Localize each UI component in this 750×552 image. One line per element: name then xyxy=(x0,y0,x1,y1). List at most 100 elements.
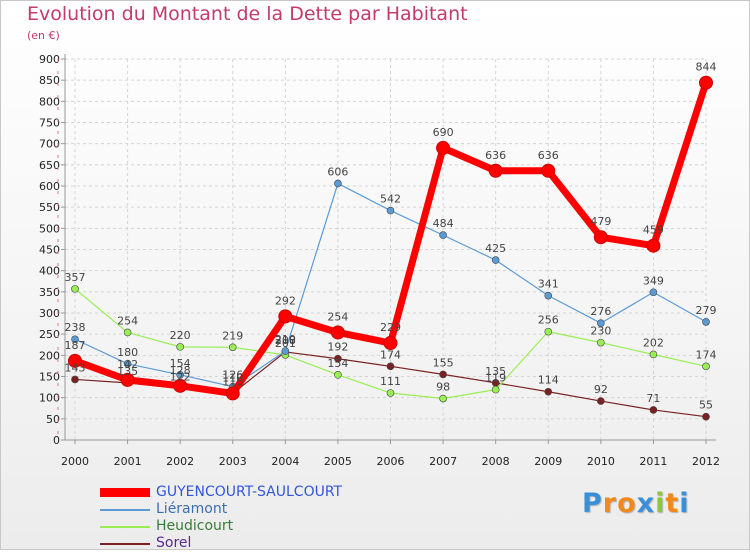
series-group xyxy=(68,75,713,421)
data-label-heudicourt-2007: 98 xyxy=(436,381,450,394)
data-label-guyencourt-saulcourt-2003: 110 xyxy=(222,371,243,384)
point-heudicourt-2001 xyxy=(123,328,132,337)
data-label-sorel-2005: 192 xyxy=(327,341,348,354)
point-guyencourt-saulcourt-2012 xyxy=(699,75,713,90)
ytick-label-300: 300 xyxy=(39,307,60,320)
data-label-sorel-2010: 92 xyxy=(594,383,608,396)
point-sorel-2010 xyxy=(597,397,605,405)
point-sorel-2011 xyxy=(649,406,658,414)
xtick-label-2004: 2004 xyxy=(271,455,299,468)
data-label-guyencourt-saulcourt-2010: 479 xyxy=(590,215,611,228)
point-guyencourt-saulcourt-2005 xyxy=(330,325,345,340)
point-sorel-2000 xyxy=(71,375,79,384)
data-label-li-ramont-2010: 276 xyxy=(590,305,611,318)
point-heudicourt-2002 xyxy=(176,343,184,351)
data-label-guyencourt-saulcourt-2006: 229 xyxy=(380,321,401,334)
data-label-heudicourt-2003: 219 xyxy=(222,329,243,342)
ytick-label-750: 750 xyxy=(39,117,60,130)
data-label-li-ramont-2000: 238 xyxy=(65,321,86,334)
logo-letter: x xyxy=(636,488,656,519)
point-guyencourt-saulcourt-2008 xyxy=(488,163,503,178)
data-label-li-ramont-2004: 210 xyxy=(275,333,296,346)
data-label-guyencourt-saulcourt-2012: 844 xyxy=(696,61,717,74)
point-heudicourt-2009 xyxy=(544,327,553,336)
data-label-sorel-2006: 174 xyxy=(380,348,401,361)
ytick-label-600: 600 xyxy=(39,180,60,193)
ytick-label-700: 700 xyxy=(39,138,60,151)
point-heudicourt-2012 xyxy=(702,362,710,371)
data-label-sorel-2004: 208 xyxy=(275,334,296,347)
data-labels: 187 142 128 110 292 254 229 690 636 636 479 459 844 2… xyxy=(65,61,717,412)
data-label-sorel-2011: 71 xyxy=(646,392,660,405)
data-label-guyencourt-saulcourt-2007: 690 xyxy=(433,126,454,139)
data-label-li-ramont-2005: 606 xyxy=(327,165,348,178)
legend-swatch-guyencourt-saulcourt xyxy=(100,488,150,497)
legend-label-heudicourt: Heudicourt xyxy=(156,518,234,534)
point-heudicourt-2011 xyxy=(649,350,658,359)
point-heudicourt-2007 xyxy=(439,394,447,403)
xtick-label-2005: 2005 xyxy=(324,455,352,468)
point-heudicourt-2006 xyxy=(386,389,395,397)
xtick-label-2010: 2010 xyxy=(587,455,615,468)
ytick-label-650: 650 xyxy=(39,159,60,172)
xtick-label-2003: 2003 xyxy=(219,455,247,468)
xtick-label-2000: 2000 xyxy=(61,455,89,468)
data-label-heudicourt-2002: 220 xyxy=(170,329,191,342)
point-li-ramont-2011 xyxy=(649,288,658,297)
ytick-label-200: 200 xyxy=(39,349,60,362)
point-li-ramont-2002 xyxy=(176,371,184,379)
ytick-label-50: 50 xyxy=(46,413,60,426)
point-li-ramont-2009 xyxy=(544,291,553,300)
data-label-sorel-2003: 110 xyxy=(222,375,243,388)
ytick-label-850: 850 xyxy=(39,74,60,87)
xtick-label-2006: 2006 xyxy=(377,455,405,468)
ytick-label-150: 150 xyxy=(39,371,60,384)
data-label-heudicourt-2009: 256 xyxy=(538,314,559,327)
data-label-li-ramont-2008: 425 xyxy=(485,242,506,255)
data-label-sorel-2012: 55 xyxy=(699,399,713,412)
point-sorel-2007 xyxy=(439,370,447,379)
xtick-label-2002: 2002 xyxy=(166,455,194,468)
point-heudicourt-2008 xyxy=(491,385,500,394)
data-label-sorel-2001: 135 xyxy=(117,365,138,378)
data-label-heudicourt-2001: 254 xyxy=(117,314,138,327)
data-label-li-ramont-2001: 180 xyxy=(117,346,138,359)
grid xyxy=(65,58,707,440)
point-heudicourt-2010 xyxy=(597,338,605,347)
point-sorel-2005 xyxy=(334,354,342,363)
data-label-guyencourt-saulcourt-2002: 128 xyxy=(170,364,191,377)
legend-label-sorel: Sorel xyxy=(156,535,192,551)
point-li-ramont-2001 xyxy=(123,359,132,368)
point-guyencourt-saulcourt-2007 xyxy=(436,140,451,155)
ytick-label-400: 400 xyxy=(39,265,60,278)
data-label-guyencourt-saulcourt-2000: 187 xyxy=(65,339,86,352)
data-label-li-ramont-2007: 484 xyxy=(433,217,454,230)
point-heudicourt-2003 xyxy=(228,343,237,352)
point-sorel-2006 xyxy=(386,362,395,371)
point-li-ramont-2004 xyxy=(281,347,290,355)
data-label-guyencourt-saulcourt-2005: 254 xyxy=(327,310,348,323)
point-guyencourt-saulcourt-2010 xyxy=(593,230,608,245)
point-guyencourt-saulcourt-2006 xyxy=(383,336,398,351)
point-guyencourt-saulcourt-2000 xyxy=(68,353,82,368)
point-guyencourt-saulcourt-2009 xyxy=(541,163,556,178)
ytick-label-550: 550 xyxy=(39,201,60,214)
point-li-ramont-2005 xyxy=(334,179,342,188)
data-label-li-ramont-2006: 542 xyxy=(380,193,401,206)
data-label-sorel-2002: 122 xyxy=(170,370,191,383)
data-label-guyencourt-saulcourt-2009: 636 xyxy=(538,149,559,162)
axes: 0 50 100 150 200 250 300 350 400 450 500 550 600 650 7… xyxy=(39,53,720,468)
data-label-heudicourt-2008: 119 xyxy=(485,372,506,385)
point-li-ramont-2012 xyxy=(702,318,710,326)
ytick-label-100: 100 xyxy=(39,392,60,405)
point-guyencourt-saulcourt-2003 xyxy=(225,386,240,401)
data-label-sorel-2007: 155 xyxy=(433,356,454,369)
ytick-label-0: 0 xyxy=(53,434,60,447)
xtick-label-2011: 2011 xyxy=(639,455,667,468)
point-guyencourt-saulcourt-2001 xyxy=(120,372,135,387)
data-label-heudicourt-2010: 230 xyxy=(590,325,611,338)
point-li-ramont-2007 xyxy=(439,231,447,239)
chart-title: Evolution du Montant de la Dette par Hab… xyxy=(27,3,468,25)
legend-label-li-ramont: Liéramont xyxy=(156,501,228,517)
